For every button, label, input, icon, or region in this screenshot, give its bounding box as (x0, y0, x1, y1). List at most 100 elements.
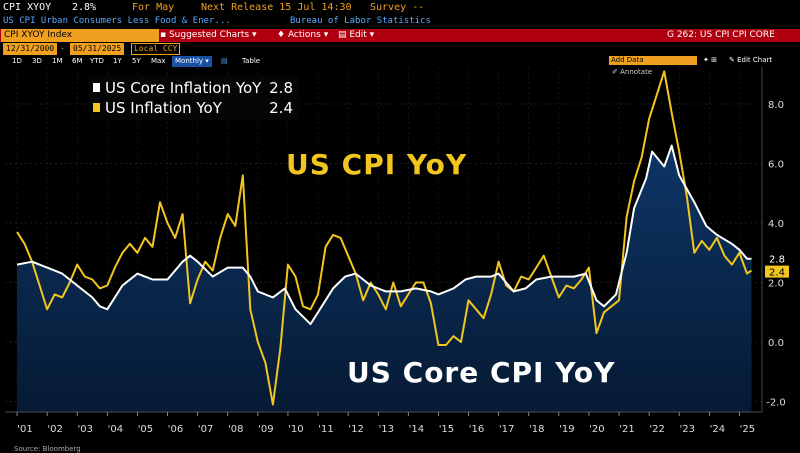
legend-swatch-core (93, 83, 100, 92)
range-1m[interactable]: 1M (52, 57, 63, 65)
source-org: Bureau of Labor Statistics (290, 16, 431, 26)
last-value-core-label: 2.8 (769, 255, 785, 266)
range-3d[interactable]: 3D (32, 57, 42, 65)
edit-menu[interactable]: ▤ Edit ▾ (338, 30, 375, 40)
x-tick-label: '06 (168, 424, 183, 435)
x-axis: '01 '02 '03 '04 '05 '06 '07 '08 '09 '10 '11 '12 '13 '… (5, 411, 762, 435)
x-tick-label: '13 (378, 424, 393, 435)
line-layer (16, 70, 753, 406)
x-tick-label: '10 (288, 424, 303, 435)
x-tick-label: '24 (710, 424, 725, 435)
frequency-select[interactable]: Monthly ▾ (172, 56, 212, 67)
start-date-field[interactable]: 12/31/2000 (3, 43, 58, 55)
x-tick-label: '18 (529, 424, 544, 435)
x-tick-label: '20 (589, 424, 604, 435)
x-tick-label: '09 (258, 424, 273, 435)
source-note: Source: Bloomberg (14, 445, 81, 453)
menubar: CPI XYOY Index ▪ Suggested Charts ▾ ♦ Ac… (0, 29, 800, 42)
add-data-field[interactable]: Add Data (609, 56, 697, 65)
x-tick-label: '23 (679, 424, 694, 435)
y-tick-label: 2.0 (768, 279, 784, 290)
edit-icon: ▤ (338, 30, 350, 40)
header-row: CPI XYOY 2.8% For May Next Release 15 Ju… (0, 0, 800, 15)
pencil-icon: ✎ (729, 56, 738, 64)
x-tick-label: '21 (619, 424, 634, 435)
survey: Survey -- (370, 2, 425, 13)
annotation-core: US Core CPI YoY (347, 356, 616, 389)
x-tick-label: '16 (469, 424, 484, 435)
table-button[interactable]: Table (242, 57, 261, 65)
suggested-charts-menu[interactable]: ▪ Suggested Charts ▾ (160, 30, 257, 40)
x-tick-label: '25 (740, 424, 755, 435)
y-tick-label: 8.0 (768, 100, 784, 111)
description: US CPI Urban Consumers Less Food & Ener.… (3, 16, 231, 26)
x-tick-label: '05 (138, 424, 153, 435)
legend-label-cpi: US Inflation YoY (105, 99, 222, 117)
core-area (17, 145, 752, 412)
date-separator: - (60, 44, 65, 53)
legend-swatch-cpi (93, 103, 100, 112)
chart-tools: Add Data ✦ ⊞ ✎ Edit Chart ✐ Annotate (607, 56, 800, 78)
last-value-cpi-box (765, 265, 789, 278)
x-tick-label: '12 (348, 424, 363, 435)
x-tick-label: '11 (318, 424, 333, 435)
security-index-button[interactable]: CPI XYOY Index (1, 29, 159, 42)
y-axis: 8.0 6.0 4.0 2.0 0.0 -2.0 (761, 67, 786, 412)
chart-type-icon[interactable]: ▤ (221, 57, 228, 65)
y-tick-label: 0.0 (768, 338, 784, 349)
range-max[interactable]: Max (151, 57, 166, 65)
legend: US Core Inflation YoY 2.8 US Inflation Y… (89, 75, 299, 121)
actions-icon: ♦ (277, 30, 288, 40)
ticker: CPI XYOY (3, 2, 52, 13)
x-tick-label: '19 (559, 424, 574, 435)
legend-value-core: 2.8 (269, 79, 293, 97)
edit-chart-button[interactable]: ✎ Edit Chart (729, 56, 773, 64)
range-ytd[interactable]: YTD (90, 57, 104, 65)
y-tick-label: 6.0 (768, 160, 784, 171)
range-6m[interactable]: 6M (72, 57, 83, 65)
chart: 8.06.04.02.00.0-2.0 '01'02'03'04'05'06'0… (5, 67, 789, 435)
actions-menu[interactable]: ♦ Actions ▾ (277, 30, 329, 40)
area-layer (17, 145, 752, 412)
y-tick-label: 4.0 (768, 219, 784, 230)
series-line-core (16, 144, 752, 326)
y-tick-label: -2.0 (766, 398, 786, 409)
annotate-icon: ✐ (612, 68, 621, 76)
chart-id: G 262: US CPI CPI CORE (667, 30, 775, 40)
x-tick-label: '01 (17, 424, 32, 435)
annotation-cpi: US CPI YoY (286, 148, 468, 181)
chart-icon: ▪ (160, 30, 169, 40)
series-line-cpi (16, 70, 753, 406)
range-1d[interactable]: 1D (12, 57, 22, 65)
last-value-cpi-label: 2.4 (769, 268, 785, 279)
period: For May (132, 2, 175, 13)
next-release: Next Release 15 Jul 14:30 (201, 2, 352, 13)
currency-select[interactable]: Local CCY (131, 43, 181, 55)
x-tick-label: '07 (198, 424, 213, 435)
x-tick-label: '04 (108, 424, 123, 435)
settings-icon[interactable]: ✦ ⊞ (703, 56, 717, 64)
description-row: US CPI Urban Consumers Less Food & Ener.… (0, 15, 800, 28)
x-tick-label: '14 (409, 424, 424, 435)
legend-item-core: US Core Inflation YoY 2.8 (89, 78, 299, 98)
last-value-core: 2.8 (765, 251, 789, 266)
end-date-field[interactable]: 05/31/2025 (70, 43, 125, 55)
x-tick-label: '17 (499, 424, 514, 435)
range-1y[interactable]: 1Y (113, 57, 122, 65)
last-value-cpi: 2.4 (765, 265, 789, 279)
legend-value-cpi: 2.4 (269, 99, 293, 117)
date-bar: 12/31/2000 - 05/31/2025 Local CCY (0, 43, 800, 55)
x-tick-label: '15 (439, 424, 454, 435)
x-tick-label: '03 (77, 424, 92, 435)
header-value: 2.8% (72, 2, 97, 13)
x-tick-label: '02 (47, 424, 62, 435)
range-5y[interactable]: 5Y (132, 57, 141, 65)
range-bar: 1D 3D 1M 6M YTD 1Y 5Y Max Monthly ▾ ▤ Ta… (0, 56, 800, 67)
annotate-button[interactable]: ✐ Annotate (612, 68, 653, 76)
x-tick-label: '08 (228, 424, 243, 435)
legend-item-cpi: US Inflation YoY 2.4 (89, 98, 299, 118)
last-value-core-box (765, 251, 789, 265)
legend-label-core: US Core Inflation YoY (105, 79, 262, 97)
last-value-markers: 2.82.4 (765, 251, 789, 279)
x-tick-label: '22 (649, 424, 664, 435)
